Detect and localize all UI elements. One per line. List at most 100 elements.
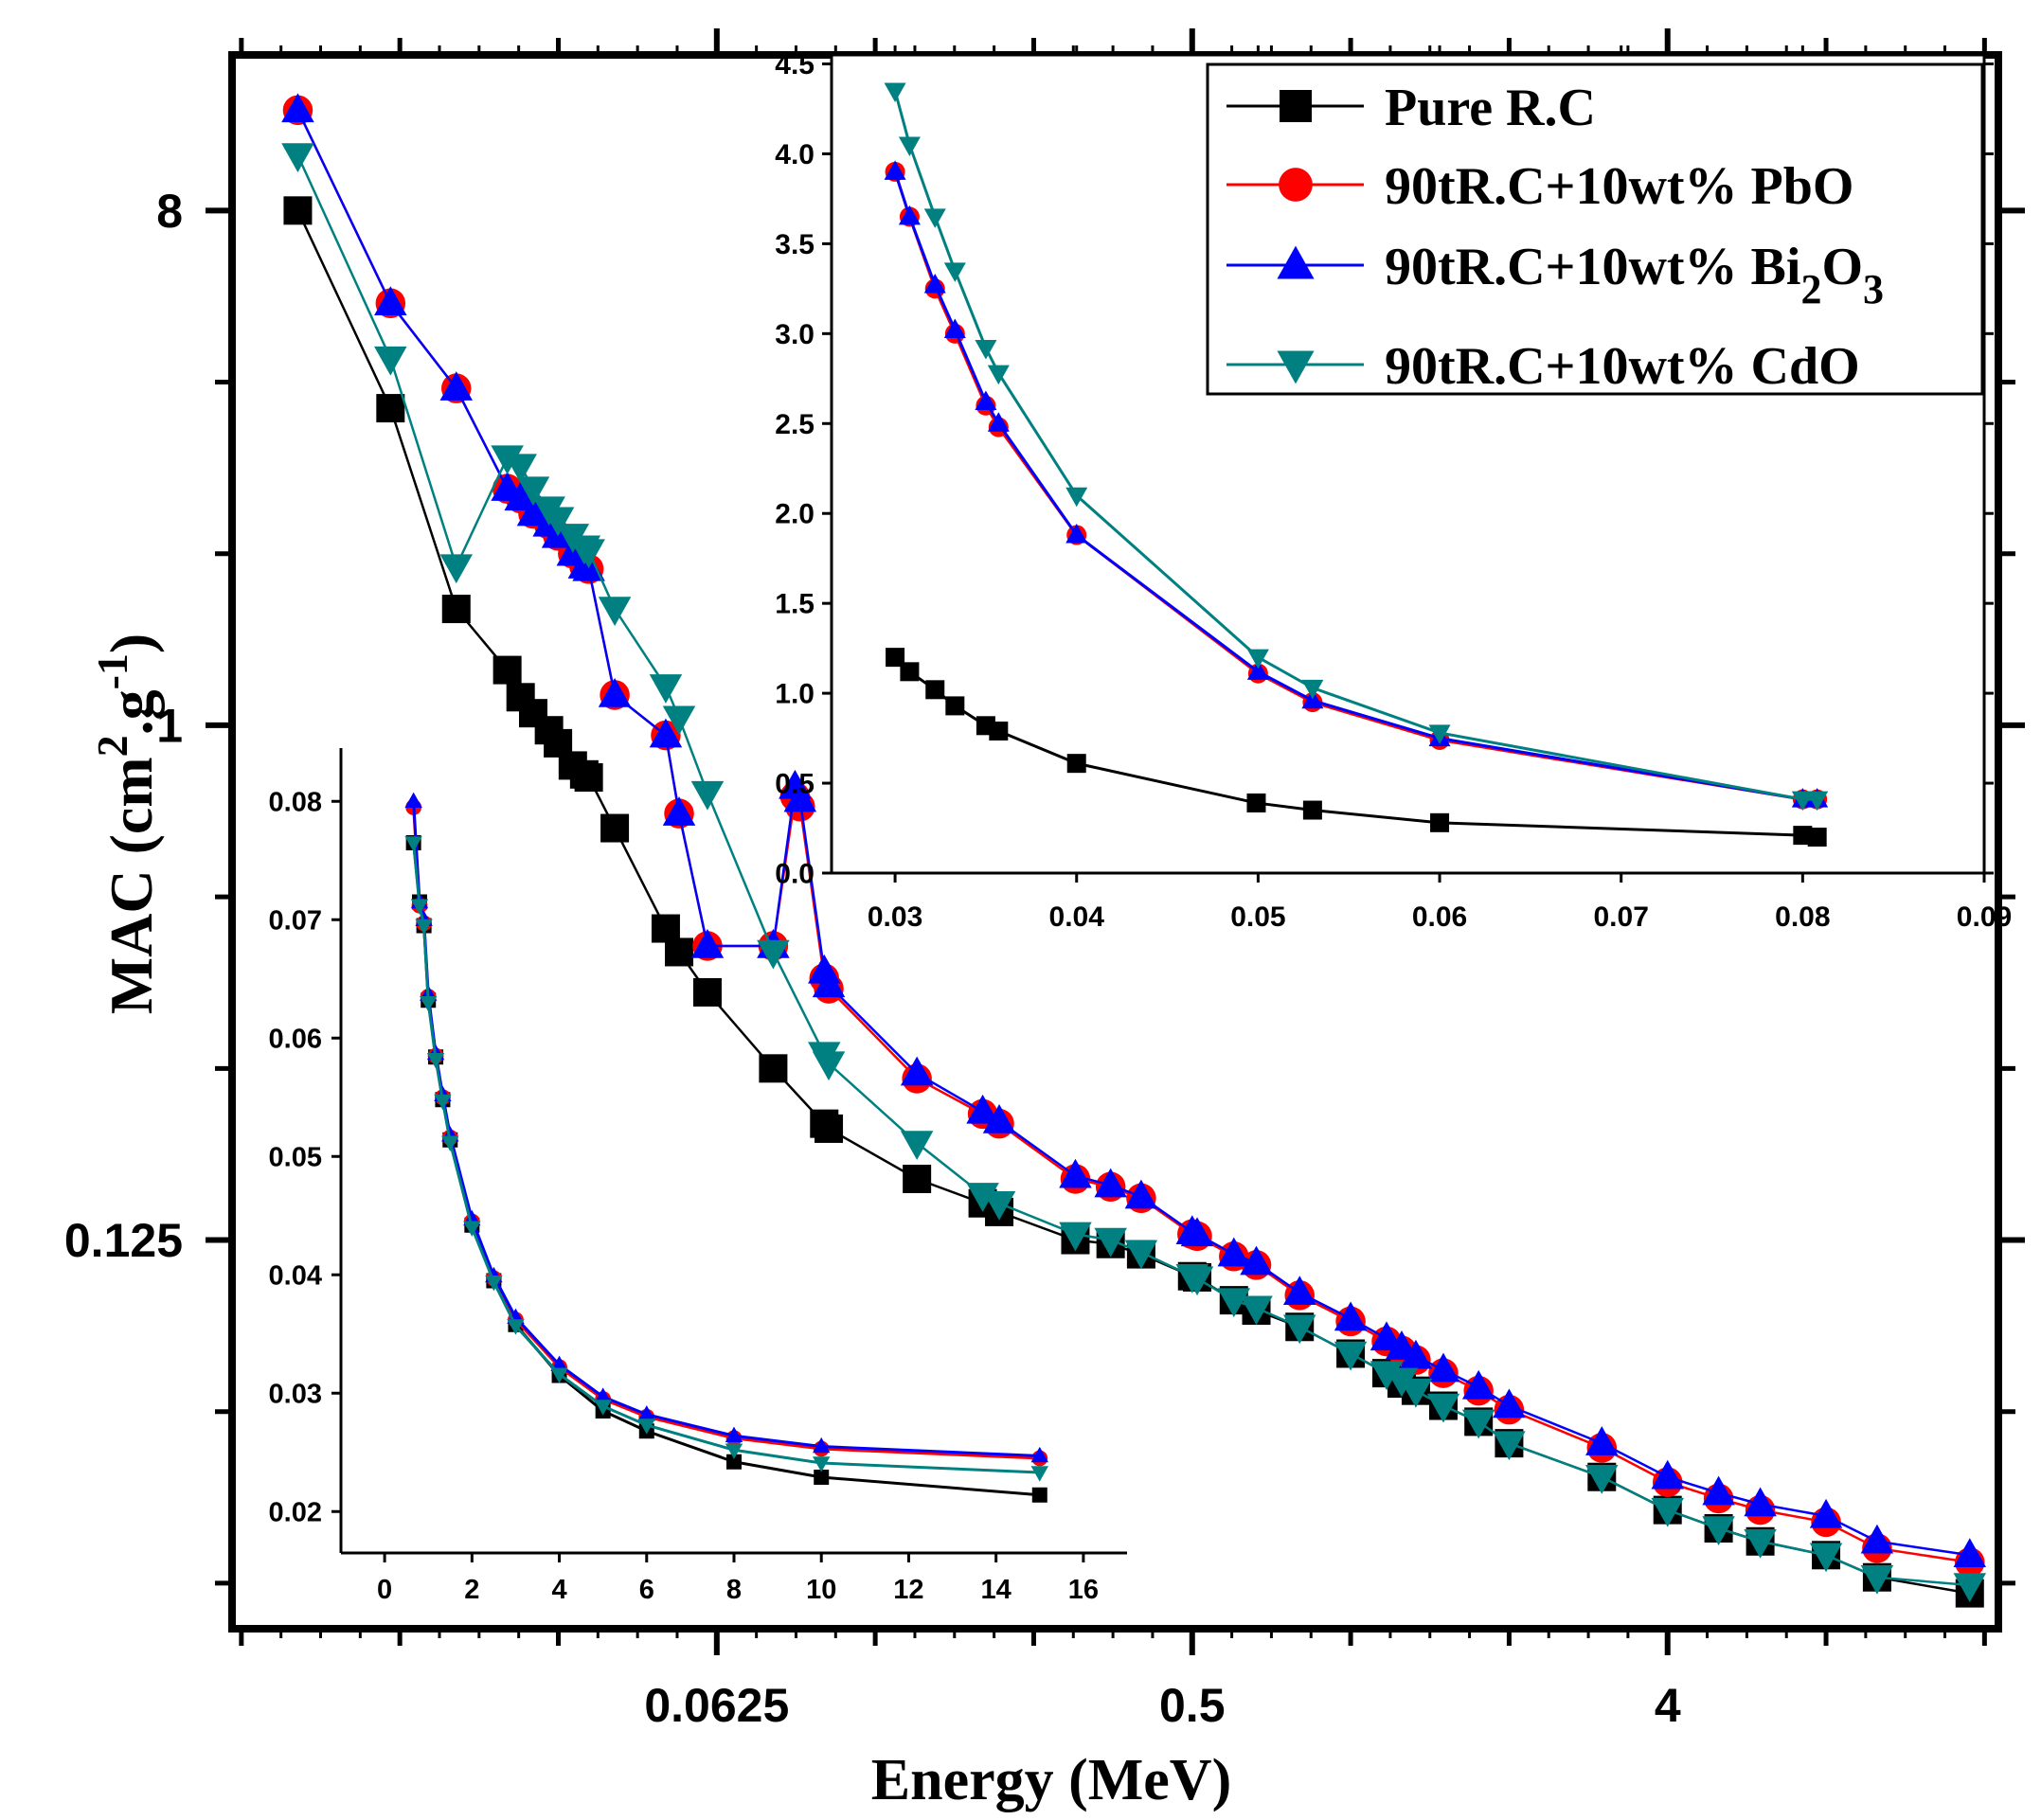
- data-point-bi: [1180, 1217, 1214, 1247]
- data-point-cdo: [1461, 1409, 1495, 1439]
- data-point-pure: [886, 648, 905, 668]
- data-point-bi: [1240, 1245, 1273, 1276]
- y-tick-label: 0.05: [269, 1142, 322, 1172]
- data-point-pure: [1430, 812, 1450, 832]
- legend: Pure R.C 90tR.C+10wt% PbO 90tR.C+10wt% Bi2…: [1206, 62, 1984, 396]
- data-point-cdo: [1094, 1227, 1127, 1258]
- data-point-cdo: [982, 1190, 1016, 1221]
- data-point-cdo: [1809, 1543, 1843, 1573]
- y-tick-label: 0.0: [775, 859, 815, 890]
- y-tick-label: 0.04: [269, 1260, 322, 1291]
- x-tick-label: 12: [893, 1575, 923, 1605]
- data-point-bi: [982, 1104, 1016, 1133]
- data-point-bi: [1246, 660, 1269, 680]
- data-point-cdo: [1651, 1497, 1684, 1527]
- series-cdo: [281, 143, 1987, 1603]
- y-tick-label: 1.5: [775, 589, 815, 620]
- y-tick-label: 0.06: [269, 1024, 322, 1054]
- data-point-cdo: [439, 554, 474, 584]
- x-tick-label: 0.07: [1593, 901, 1648, 933]
- data-point-cdo: [1953, 1573, 1987, 1603]
- data-point-bi: [898, 205, 921, 225]
- data-point-cdo: [598, 597, 632, 627]
- series-pbo: [405, 799, 1048, 1467]
- y-axis-title-sup: 2: [88, 735, 136, 757]
- data-point-cdo: [1428, 724, 1451, 744]
- x-axis-title: Energy (MeV): [871, 1748, 1231, 1812]
- data-point-pure: [989, 721, 1009, 740]
- data-point-cdo: [1426, 1393, 1460, 1423]
- data-point-cdo: [1246, 649, 1269, 669]
- data-point-bi: [975, 390, 997, 410]
- x-tick-label: 14: [981, 1575, 1012, 1605]
- data-point-cdo: [662, 705, 696, 736]
- y-tick-label: 2.0: [775, 499, 815, 530]
- y-tick-label: 0.5: [775, 769, 815, 800]
- data-point-bi: [1059, 1158, 1092, 1188]
- data-point-pure: [1302, 800, 1322, 820]
- legend-label-sub: 2: [1800, 266, 1821, 312]
- data-point-cdo: [900, 1131, 934, 1161]
- data-point-cdo: [1585, 1464, 1619, 1494]
- y-tick-label: 0.02: [269, 1497, 322, 1527]
- y-tick-label: 1.0: [775, 679, 815, 710]
- legend-label-part: 90tR.C+10wt% Bi: [1385, 238, 1800, 296]
- data-point-bi: [1334, 1301, 1368, 1331]
- data-point-bi: [516, 496, 550, 526]
- y-axis-title-part: .g: [98, 689, 165, 735]
- data-point-pure: [945, 696, 965, 716]
- plot-frame: [830, 53, 1986, 875]
- data-point-cdo: [966, 1183, 999, 1212]
- data-point-cdo: [410, 899, 429, 915]
- data-point-bi: [598, 677, 632, 707]
- legend-marker-bi: [1277, 245, 1315, 279]
- y-tick-label: 0.08: [269, 787, 322, 817]
- data-point-cdo: [1059, 1222, 1092, 1252]
- data-point-cdo: [507, 1319, 525, 1335]
- data-point-cdo: [485, 1275, 503, 1292]
- legend-label-pure: Pure R.C: [1385, 79, 1596, 137]
- data-point-bi: [943, 318, 966, 339]
- data-point-cdo: [1124, 1240, 1158, 1270]
- y-tick-label: 3.0: [775, 319, 815, 350]
- data-point-bi: [1860, 1524, 1894, 1554]
- data-point-pure: [726, 1454, 742, 1470]
- data-point-pure: [574, 763, 603, 793]
- data-point-cdo: [898, 136, 921, 156]
- data-point-pure: [814, 1470, 830, 1485]
- y-tick-label: 0.125: [64, 1214, 183, 1267]
- series-cdo: [404, 836, 1048, 1482]
- series-bi: [404, 792, 1048, 1463]
- data-point-bi: [1124, 1179, 1158, 1209]
- y-axis-title: MAC (cm2.g-1): [88, 633, 165, 1015]
- data-point-bi: [1585, 1426, 1619, 1455]
- data-point-bi: [594, 1387, 612, 1403]
- data-point-cdo: [943, 262, 966, 282]
- x-tick-label: 0.0625: [644, 1679, 789, 1732]
- data-point-cdo: [757, 939, 790, 970]
- data-point-cdo: [1385, 1367, 1419, 1398]
- legend-marker-pure: [1280, 90, 1312, 122]
- data-point-bi: [1065, 524, 1088, 544]
- data-point-bi: [1651, 1459, 1684, 1490]
- y-tick-label: 0.07: [269, 905, 322, 936]
- data-point-pure: [1246, 793, 1266, 812]
- data-point-cdo: [541, 507, 575, 537]
- data-point-cdo: [281, 143, 314, 172]
- data-point-pure: [600, 813, 630, 843]
- data-point-bi: [900, 1056, 934, 1086]
- data-point-cdo: [725, 1443, 743, 1459]
- data-point-cdo: [1399, 1378, 1433, 1408]
- data-point-bi: [987, 412, 1010, 432]
- data-point-cdo: [813, 1456, 831, 1472]
- data-point-cdo: [1702, 1516, 1735, 1546]
- data-point-cdo: [1180, 1266, 1214, 1296]
- x-tick-label: 0.06: [1412, 901, 1467, 933]
- data-point-cdo: [884, 82, 906, 102]
- data-point-bi: [783, 782, 817, 812]
- data-point-bi: [662, 796, 696, 826]
- x-tick-label: 8: [726, 1575, 742, 1605]
- x-tick-label: 0: [377, 1575, 392, 1605]
- y-tick-label: 3.5: [775, 229, 815, 260]
- data-point-pure: [903, 1164, 932, 1193]
